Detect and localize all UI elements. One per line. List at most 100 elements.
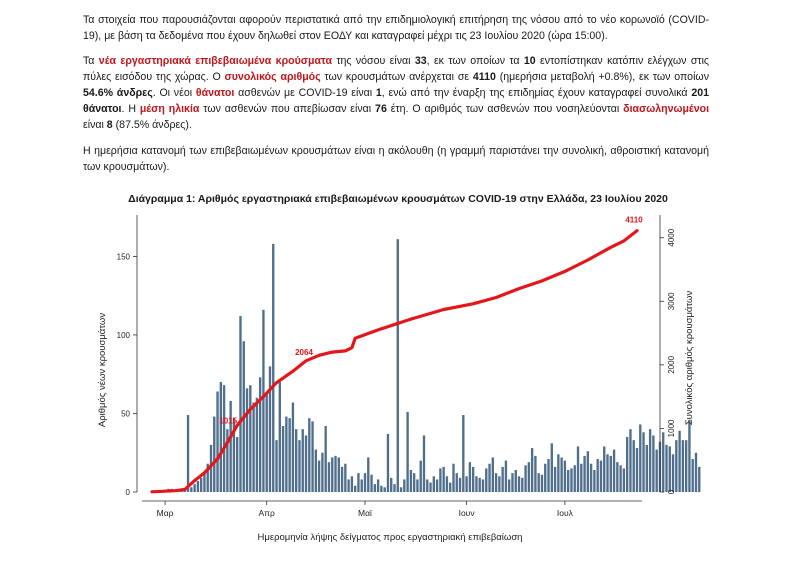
daily-bar bbox=[291, 402, 295, 492]
daily-bar bbox=[691, 459, 694, 492]
daily-bar bbox=[396, 239, 399, 492]
daily-bar bbox=[426, 479, 429, 492]
daily-bar bbox=[321, 452, 324, 492]
daily-bar bbox=[360, 479, 363, 492]
daily-bar bbox=[295, 429, 298, 492]
y2-tick-label: 0 bbox=[667, 489, 676, 494]
daily-bar bbox=[203, 473, 206, 492]
intro-paragraph: Τα στοιχεία που παρουσιάζονται αφορούν π… bbox=[83, 14, 709, 42]
p2-s22: είναι bbox=[350, 103, 376, 115]
daily-bar bbox=[390, 477, 393, 492]
daily-bar bbox=[606, 454, 609, 492]
daily-bar bbox=[285, 416, 288, 492]
daily-bar bbox=[508, 479, 511, 492]
daily-bar bbox=[334, 455, 337, 492]
y2-tick-label: 4000 bbox=[667, 228, 676, 246]
daily-bar bbox=[586, 451, 590, 492]
daily-bar bbox=[429, 482, 432, 492]
daily-bar bbox=[675, 440, 678, 492]
daily-bar bbox=[458, 477, 462, 492]
daily-bar bbox=[632, 440, 635, 492]
daily-bar bbox=[534, 455, 537, 492]
p2-total-deaths: 201 θάνατοι bbox=[83, 87, 709, 115]
distribution-paragraph: Η ημερήσια κατανομή των επιβεβαιωμένων κ… bbox=[83, 145, 709, 173]
daily-bar bbox=[603, 446, 606, 492]
daily-bar bbox=[199, 477, 203, 492]
daily-bar bbox=[245, 388, 249, 492]
daily-bar bbox=[501, 466, 504, 492]
p2-male-share: 54.6% άνδρες bbox=[83, 87, 153, 99]
daily-bar bbox=[488, 463, 491, 492]
daily-bar bbox=[209, 444, 213, 492]
daily-bar bbox=[281, 426, 285, 492]
p2-s21: των ασθενών που απεβίωσαν bbox=[199, 103, 351, 115]
p2-s15: ασθενών με COVID-19 είναι bbox=[234, 87, 376, 99]
p2-s26: είναι bbox=[83, 119, 107, 131]
daily-bar bbox=[639, 424, 642, 492]
daily-bar bbox=[435, 479, 439, 492]
p2-s9: των κρουσμάτων ανέρχεται σε bbox=[320, 71, 473, 83]
daily-bar bbox=[262, 309, 265, 492]
daily-bar bbox=[249, 385, 252, 492]
p2-mean-age: 76 bbox=[375, 103, 387, 115]
chart-axes: 0 50 100 150 0 1000 2000 3000 4000 Μαρ Απρ Μαϊ Ιουν Ι… bbox=[117, 215, 676, 518]
daily-bar bbox=[331, 457, 334, 492]
daily-bar bbox=[406, 411, 409, 492]
daily-bar bbox=[186, 415, 190, 492]
daily-bar bbox=[258, 377, 262, 492]
daily-bar bbox=[544, 463, 547, 492]
daily-bar bbox=[442, 466, 445, 492]
daily-bar bbox=[298, 440, 301, 492]
daily-bar bbox=[449, 482, 452, 492]
y2-tick-label: 1000 bbox=[667, 419, 676, 437]
daily-bar bbox=[380, 485, 383, 492]
p2-s5: , εκ των οποίων τα bbox=[426, 55, 524, 67]
daily-bar bbox=[671, 454, 675, 492]
daily-bar bbox=[226, 429, 229, 492]
x-tick-label: Απρ bbox=[259, 508, 276, 518]
p2-s24: έτη. Ο αριθμός των ασθενών που νοσηλεύον… bbox=[386, 103, 624, 115]
daily-bar bbox=[311, 421, 314, 492]
daily-bar bbox=[213, 416, 216, 492]
cumulative-path bbox=[150, 229, 639, 494]
daily-bar bbox=[698, 466, 701, 492]
daily-bar bbox=[550, 443, 553, 492]
daily-bar bbox=[206, 463, 209, 492]
y2-axis-label: Συνολικός αριθμός κρουσμάτων bbox=[684, 291, 695, 426]
daily-bar bbox=[645, 444, 649, 492]
daily-bar bbox=[255, 397, 259, 492]
daily-bar bbox=[403, 479, 406, 492]
daily-bars bbox=[150, 239, 701, 492]
daily-bar bbox=[553, 466, 557, 492]
daily-bar bbox=[222, 385, 226, 492]
daily-bar bbox=[350, 476, 354, 492]
daily-bar bbox=[622, 468, 626, 492]
daily-bar bbox=[363, 473, 367, 492]
daily-bar bbox=[327, 462, 331, 492]
daily-bar bbox=[530, 448, 534, 492]
daily-bar bbox=[593, 470, 596, 492]
daily-bar bbox=[265, 393, 268, 492]
daily-bar bbox=[324, 426, 327, 492]
daily-bar bbox=[196, 481, 200, 492]
daily-bar bbox=[422, 435, 426, 492]
daily-bar bbox=[619, 465, 622, 492]
y-tick-label: 50 bbox=[121, 409, 130, 418]
daily-bar bbox=[471, 466, 475, 492]
p2-s14: θάνατοι bbox=[195, 87, 235, 99]
daily-bar bbox=[681, 440, 685, 492]
daily-bar bbox=[478, 477, 481, 492]
daily-bar bbox=[347, 479, 350, 492]
p2-s13: . Οι νέοι bbox=[152, 87, 196, 99]
p2-total-cases: 4110 bbox=[472, 71, 496, 83]
daily-bar bbox=[570, 468, 573, 492]
y-tick-label: 150 bbox=[117, 252, 131, 261]
daily-bar bbox=[376, 479, 380, 492]
daily-bar bbox=[239, 316, 242, 492]
daily-bar bbox=[567, 470, 570, 492]
daily-bar bbox=[557, 454, 560, 492]
daily-bar bbox=[655, 449, 658, 492]
daily-bar bbox=[383, 487, 386, 492]
daily-bar bbox=[573, 465, 576, 492]
